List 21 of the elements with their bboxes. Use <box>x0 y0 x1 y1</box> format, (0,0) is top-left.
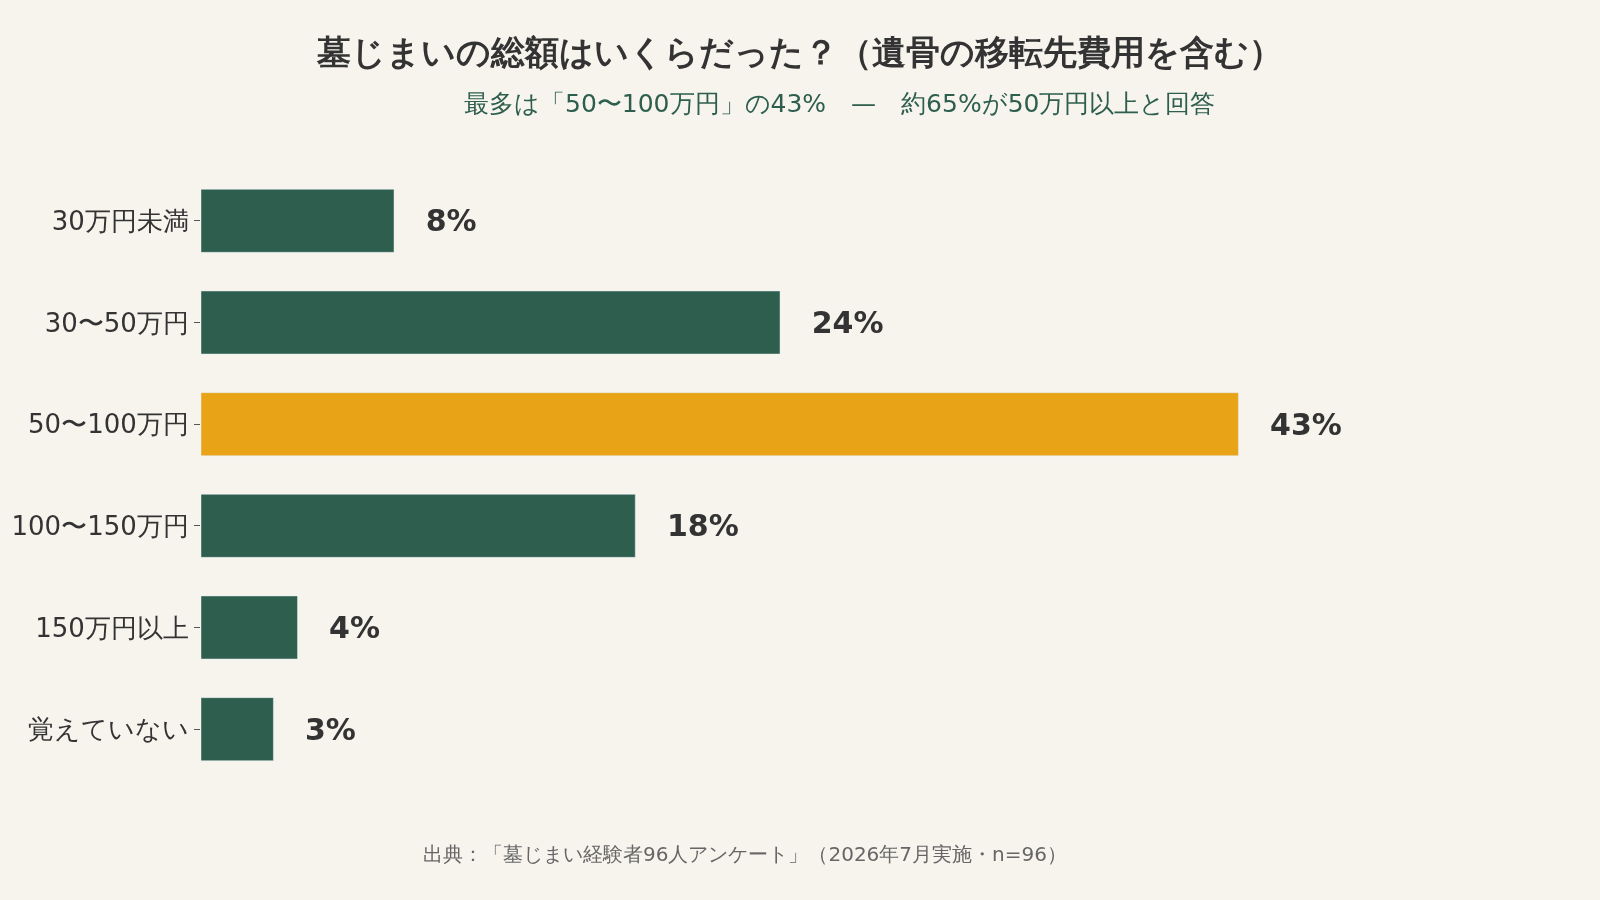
data-label: 3% <box>304 711 356 747</box>
y-tick-label: 100〜150万円 <box>11 510 189 541</box>
bar <box>201 595 298 660</box>
chart-title: 墓じまいの総額はいくらだった？（遺骨の移転先費用を含む） <box>316 32 1283 73</box>
bar <box>201 392 1239 456</box>
y-tick-label: 150万円以上 <box>35 612 189 643</box>
data-label: 24% <box>811 305 884 340</box>
bar <box>201 494 636 558</box>
data-label: 18% <box>666 508 739 544</box>
y-tick-label: 30万円未満 <box>51 205 189 236</box>
y-tick-label: 30〜50万円 <box>44 307 189 338</box>
source-note: 出典：「墓じまい経験者96人アンケート」（2026年7月実施・n=96） <box>423 842 1067 866</box>
y-tick-label: 覚えていない <box>27 714 189 745</box>
data-label: 4% <box>329 610 381 645</box>
data-label: 8% <box>425 203 477 239</box>
bar <box>201 189 395 253</box>
y-tick-label: 50〜100万円 <box>28 409 189 440</box>
bar <box>201 697 274 761</box>
bar <box>201 290 781 355</box>
data-label: 43% <box>1270 406 1342 442</box>
chart-subtitle: 最多は「50〜100万円」の43% — 約65%が50万円以上と回答 <box>464 89 1216 118</box>
